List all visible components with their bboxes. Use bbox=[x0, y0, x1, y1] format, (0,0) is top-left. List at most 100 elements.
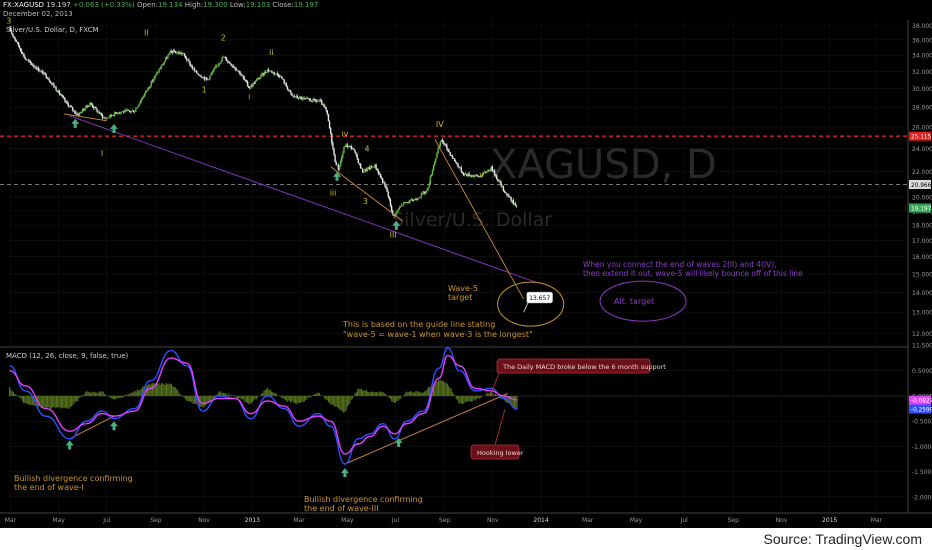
candle-body bbox=[111, 115, 114, 116]
candle-body bbox=[27, 60, 30, 61]
wave-label: 3 bbox=[363, 197, 368, 206]
candle-body bbox=[135, 108, 137, 112]
candle-body bbox=[329, 128, 332, 134]
candle-body bbox=[56, 90, 58, 93]
candle-body bbox=[194, 70, 197, 72]
candle-body bbox=[34, 66, 36, 68]
candle-body bbox=[54, 86, 56, 88]
candle-body bbox=[260, 74, 262, 78]
candle-body bbox=[114, 112, 116, 116]
candle-body bbox=[173, 50, 176, 52]
candle-body bbox=[98, 111, 100, 114]
candle-body bbox=[90, 102, 93, 105]
candle-body bbox=[331, 133, 333, 144]
candle-body bbox=[422, 191, 425, 194]
watermark: XAGUSD, D Silver/U.S. Dollar bbox=[392, 142, 717, 231]
candle-body bbox=[87, 106, 89, 108]
candle-body bbox=[189, 61, 191, 66]
candle-body bbox=[45, 73, 47, 78]
candle-body bbox=[99, 113, 102, 114]
candle-body bbox=[492, 170, 495, 172]
candle-body bbox=[259, 77, 261, 80]
candle-body bbox=[136, 107, 138, 109]
candle-body bbox=[354, 150, 356, 153]
candle-body bbox=[315, 100, 317, 102]
macd-histogram bbox=[9, 379, 518, 413]
candle-body bbox=[46, 77, 48, 79]
candle-body bbox=[151, 81, 154, 82]
price-tick-label: 38.000 bbox=[912, 23, 932, 30]
candle-body bbox=[35, 67, 37, 70]
candle-body bbox=[58, 90, 61, 95]
candle-body bbox=[182, 53, 185, 55]
candle-body bbox=[510, 196, 512, 202]
bull-div-1-line2: the end of wave-I bbox=[14, 483, 84, 492]
candle-body bbox=[79, 112, 82, 113]
candle-body bbox=[15, 39, 17, 42]
price-badge bbox=[909, 203, 931, 213]
candle-body bbox=[342, 152, 344, 158]
candle-body bbox=[311, 101, 313, 102]
candle-body bbox=[231, 65, 233, 67]
candle-body bbox=[430, 174, 433, 177]
candle-body bbox=[345, 144, 347, 147]
candle-body bbox=[453, 158, 456, 162]
candle-body bbox=[47, 78, 50, 80]
source-bar: Source: TradingView.com bbox=[0, 528, 932, 550]
candle-body bbox=[439, 141, 441, 147]
candle-body bbox=[217, 65, 219, 66]
candle-body bbox=[43, 72, 45, 75]
candle-body bbox=[360, 167, 363, 169]
candle-body bbox=[298, 96, 301, 99]
candle-body bbox=[266, 69, 269, 73]
alt-target-text: Alt. target bbox=[614, 297, 654, 306]
candle-body bbox=[456, 162, 458, 164]
candle-body bbox=[481, 174, 484, 177]
candle-body bbox=[262, 73, 264, 76]
candle-body bbox=[256, 78, 259, 80]
candle-body bbox=[97, 111, 99, 113]
open-value: 19.134 bbox=[158, 1, 183, 9]
high-label: High: bbox=[184, 1, 204, 9]
candle-body bbox=[179, 52, 181, 54]
candle-body bbox=[85, 105, 87, 109]
candle-body bbox=[190, 65, 192, 67]
candle-body bbox=[133, 111, 136, 113]
up-arrow-icon bbox=[71, 118, 80, 128]
candle-body bbox=[420, 193, 423, 197]
candle-body bbox=[100, 113, 103, 115]
candle-body bbox=[191, 66, 193, 69]
candle-body bbox=[487, 170, 489, 173]
candle-body bbox=[193, 68, 196, 72]
candle-body bbox=[140, 99, 143, 102]
candle-body bbox=[64, 98, 66, 102]
candle-body bbox=[170, 51, 172, 52]
candle-body bbox=[200, 75, 202, 78]
candle-body bbox=[400, 204, 403, 207]
candle-body bbox=[119, 111, 122, 113]
candle-body bbox=[470, 175, 472, 177]
candle-body bbox=[230, 63, 232, 66]
candle-body bbox=[108, 116, 110, 118]
up-arrow-icon bbox=[392, 220, 401, 230]
candle-body bbox=[314, 99, 316, 101]
candle-body bbox=[83, 109, 85, 111]
candle-body bbox=[245, 80, 248, 82]
candle-body bbox=[80, 112, 83, 113]
candle-body bbox=[401, 204, 404, 206]
candle-body bbox=[122, 111, 125, 113]
candle-body bbox=[283, 79, 285, 84]
price-tick-label: 20.000 bbox=[912, 195, 932, 202]
candle-body bbox=[251, 85, 253, 87]
candle-body bbox=[287, 89, 290, 91]
candle-body bbox=[376, 168, 378, 171]
candle-body bbox=[292, 95, 294, 97]
low-value: 19.103 bbox=[245, 1, 271, 9]
candle-body bbox=[184, 55, 187, 59]
candle-body bbox=[55, 87, 57, 91]
candle-body bbox=[408, 200, 410, 204]
macd-tick-label: -0.5000 bbox=[912, 419, 932, 426]
candle-body bbox=[13, 35, 15, 38]
bull-div-1-line1: Bullish divergence confirming bbox=[14, 474, 133, 483]
candle-body bbox=[218, 63, 220, 66]
